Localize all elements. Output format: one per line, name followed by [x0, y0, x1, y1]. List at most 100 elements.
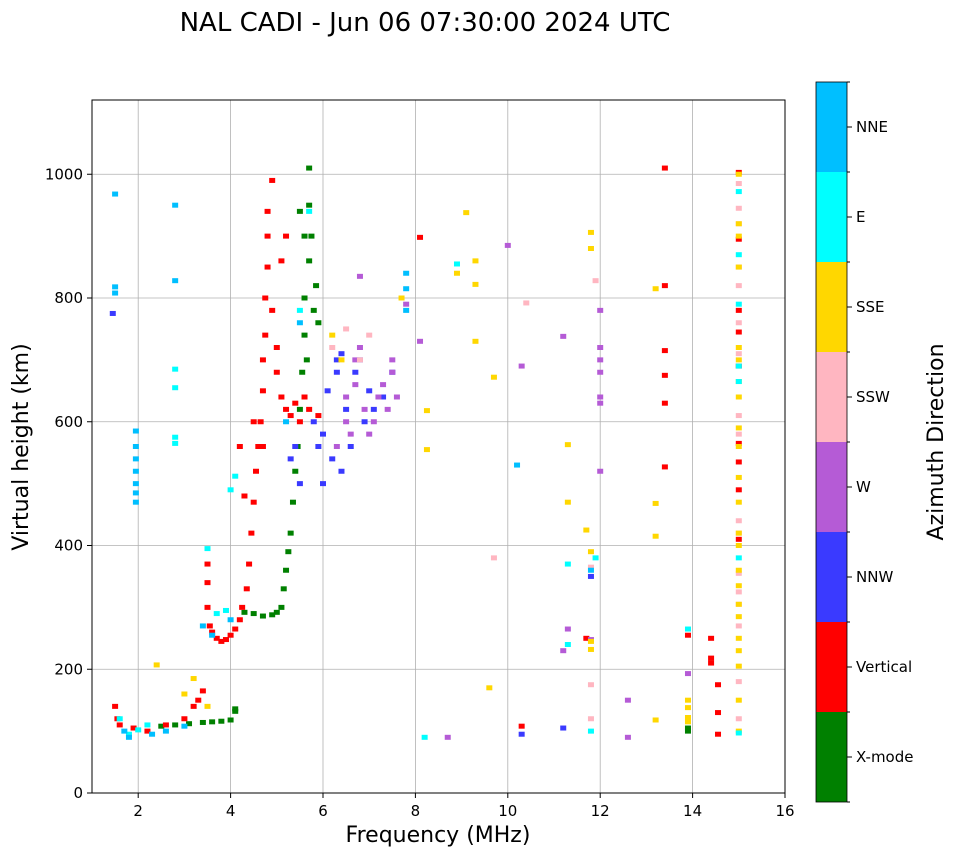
- data-point-nnw: [361, 419, 368, 425]
- colorbar-segment: [816, 262, 847, 352]
- colorbar-label: NNE: [856, 118, 888, 136]
- data-point-x-mode: [273, 609, 280, 615]
- data-point-nne: [403, 307, 410, 313]
- data-point-vertical: [661, 348, 668, 354]
- data-point-x-mode: [301, 233, 308, 239]
- data-point-x-mode: [684, 728, 691, 734]
- data-point-vertical: [250, 499, 257, 505]
- data-point-nne: [132, 499, 139, 505]
- y-tick-label: 1000: [45, 165, 83, 183]
- data-point-nne: [172, 278, 179, 284]
- data-point-w: [356, 273, 363, 279]
- data-point-e: [735, 555, 742, 561]
- data-point-nne: [125, 734, 132, 740]
- data-point-vertical: [222, 637, 229, 643]
- data-point-x-mode: [303, 357, 310, 363]
- data-point-ssw: [366, 332, 373, 338]
- data-point-nne: [587, 567, 594, 573]
- data-point-ssw: [735, 518, 742, 524]
- data-point-x-mode: [306, 165, 313, 171]
- data-point-nne: [112, 290, 119, 296]
- data-point-nnw: [329, 456, 336, 462]
- colorbar-label: X-mode: [856, 748, 913, 766]
- data-point-sse: [735, 264, 742, 270]
- data-point-nnw: [333, 369, 340, 375]
- data-point-e: [592, 555, 599, 561]
- data-point-nne: [514, 462, 521, 468]
- data-point-vertical: [206, 623, 213, 629]
- colorbar-frame: [815, 81, 848, 803]
- data-point-sse: [652, 286, 659, 292]
- data-point-vertical: [735, 236, 742, 242]
- data-point-w: [375, 394, 382, 400]
- data-point-w: [366, 431, 373, 437]
- data-point-e: [735, 730, 742, 736]
- data-point-w: [370, 419, 377, 425]
- data-point-x-mode: [285, 549, 292, 555]
- data-point-sse: [735, 345, 742, 350]
- data-point-nnw: [320, 481, 326, 487]
- data-point-nnw: [370, 406, 377, 412]
- data-point-vertical: [264, 208, 271, 214]
- data-point-sse: [735, 663, 742, 669]
- data-point-w: [624, 697, 631, 703]
- data-point-vertical: [278, 394, 285, 400]
- data-point-sse: [490, 374, 497, 380]
- data-point-sse: [587, 229, 594, 235]
- data-point-e: [684, 626, 691, 632]
- data-point-ssw: [735, 181, 742, 187]
- data-point-e: [172, 440, 179, 446]
- data-point-ssw: [329, 345, 336, 350]
- data-point-x-mode: [299, 369, 306, 375]
- data-point-w: [389, 369, 396, 375]
- data-point-vertical: [287, 413, 294, 419]
- data-point-vertical: [735, 487, 742, 493]
- data-point-sse: [190, 676, 197, 682]
- data-point-sse: [583, 527, 590, 533]
- colorbar-label: W: [856, 478, 871, 496]
- data-point-vertical: [199, 688, 206, 694]
- data-point-e: [125, 731, 132, 737]
- data-point-x-mode: [269, 612, 276, 618]
- data-point-e: [213, 611, 220, 617]
- data-point-nnw: [518, 731, 525, 737]
- data-point-w: [597, 345, 604, 350]
- data-point-e: [135, 727, 142, 733]
- data-point-x-mode: [315, 320, 322, 326]
- data-point-ssw: [587, 682, 594, 688]
- x-tick-label: 8: [411, 802, 421, 820]
- data-point-nne: [181, 723, 188, 729]
- data-point-nnw: [352, 369, 359, 375]
- data-point-ssw: [735, 320, 742, 326]
- data-point-vertical: [269, 307, 276, 313]
- data-point-sse: [735, 425, 742, 431]
- data-point-w: [361, 406, 368, 412]
- data-point-sse: [587, 646, 594, 652]
- data-point-ssw: [735, 589, 742, 595]
- data-point-ssw: [356, 357, 363, 363]
- data-point-x-mode: [259, 613, 266, 619]
- data-point-vertical: [259, 357, 266, 363]
- y-tick-label: 400: [54, 537, 83, 555]
- data-point-nnw: [338, 351, 345, 357]
- data-point-w: [352, 357, 359, 363]
- data-point-e: [232, 473, 239, 479]
- data-point-sse: [684, 715, 691, 721]
- y-tick-label: 0: [73, 784, 83, 802]
- data-point-x-mode: [280, 586, 287, 592]
- data-point-ssw: [735, 413, 742, 419]
- data-point-vertical: [296, 419, 303, 425]
- data-point-nne: [132, 468, 139, 474]
- data-point-vertical: [315, 413, 322, 419]
- data-point-e: [296, 307, 303, 313]
- data-point-sse: [735, 648, 742, 654]
- data-point-w: [444, 734, 451, 740]
- colorbar-label: SSE: [856, 298, 885, 316]
- y-tick-label: 800: [54, 289, 83, 307]
- data-point-nnw: [320, 431, 326, 437]
- data-point-w: [564, 626, 571, 632]
- data-point-sse: [735, 530, 742, 536]
- data-point-nnw: [315, 444, 322, 449]
- data-point-sse: [453, 270, 460, 276]
- data-point-vertical: [236, 444, 243, 449]
